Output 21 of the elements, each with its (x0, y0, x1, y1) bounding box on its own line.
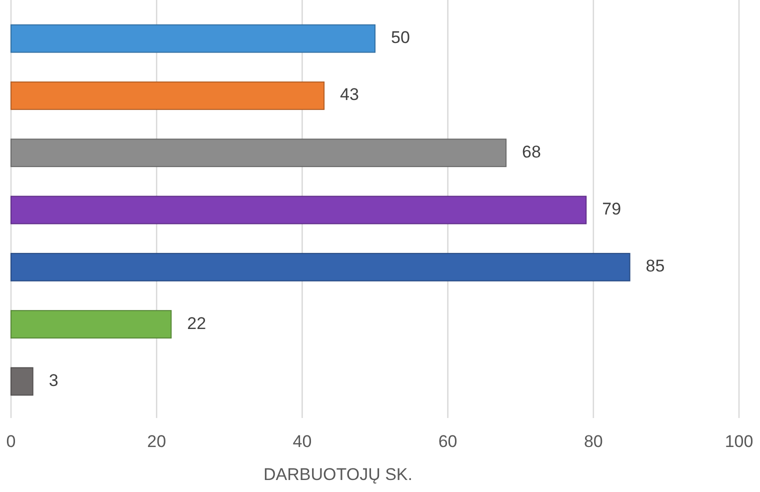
bar (10, 138, 507, 168)
data-label: 43 (340, 85, 359, 104)
x-tick-label: 40 (292, 432, 312, 452)
bar (10, 310, 172, 338)
x-tick-label: 80 (584, 432, 603, 452)
bar (10, 367, 34, 396)
x-tick-label: 100 (724, 432, 754, 452)
data-label: 3 (48, 370, 58, 390)
x-tick-label: 20 (147, 432, 166, 452)
bar (10, 82, 325, 110)
bar (10, 24, 376, 53)
x-tick-label: 0 (6, 432, 16, 452)
data-label: 85 (646, 256, 665, 276)
data-label: 79 (602, 199, 622, 218)
data-label: 22 (187, 314, 206, 333)
data-label: 50 (391, 28, 410, 48)
bar (10, 196, 587, 224)
bar (10, 252, 630, 282)
data-label: 68 (522, 142, 541, 162)
x-axis-title: DARBUOTOJŲ SK. (264, 465, 412, 484)
x-tick-label: 60 (438, 432, 458, 452)
